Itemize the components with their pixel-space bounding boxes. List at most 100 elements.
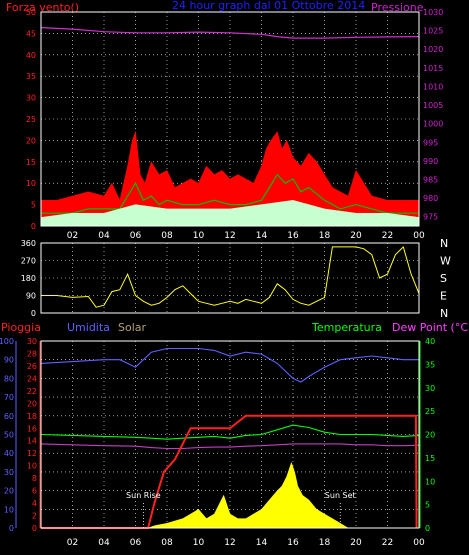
sun-annotation: Sun Set: [325, 491, 356, 500]
wind-axis-title: Forza vento(): [6, 1, 79, 14]
pressure-y-tick: 985: [423, 175, 438, 184]
wind-x-tick: 02: [67, 231, 78, 241]
pressure-y-tick: 1025: [423, 27, 443, 36]
wind-y-tick: 40: [26, 51, 36, 60]
wind-x-tick: 22: [382, 231, 393, 241]
met-x-tick: 06: [130, 538, 142, 548]
humidity-y-tick: 90: [4, 356, 14, 365]
pressure-axis-title: Pressione: [371, 1, 424, 14]
wind-x-tick: 12: [224, 231, 235, 241]
wind-x-tick: 18: [319, 231, 331, 241]
wind-x-tick: 10: [193, 231, 205, 241]
rain-y-tick: 8: [32, 474, 37, 483]
series-umidita-line: [40, 347, 419, 383]
humidity-y-tick: 20: [4, 487, 14, 496]
rain-y-tick: 12: [27, 449, 37, 458]
met-x-tick: 02: [67, 538, 78, 548]
wind-pressure-panel: 0510152025303540455097598098599099510001…: [26, 8, 444, 241]
temp-y-tick: 20: [425, 431, 435, 440]
wind-x-tick: 04: [98, 231, 110, 241]
compass-label: N: [440, 237, 448, 250]
series-temperatura-line: [40, 424, 420, 440]
wind-y-tick: 35: [26, 72, 36, 81]
temp-y-tick: 5: [425, 501, 430, 510]
dewpoint-label: Dew Point (°C): [392, 321, 469, 334]
rain-y-tick: 20: [27, 399, 37, 408]
rain-y-tick: 22: [27, 387, 37, 396]
rain-y-tick: 10: [27, 462, 37, 471]
humidity-axis-title: Umidita: [67, 321, 110, 334]
wind-x-tick: 06: [130, 231, 142, 241]
chart-title: 24 hour graph dal 01 Ottobre 2014: [172, 0, 365, 12]
temp-y-tick: 0: [425, 524, 430, 533]
pressure-y-tick: 990: [423, 157, 438, 166]
pressure-y-tick: 1000: [423, 120, 443, 129]
humidity-y-tick: 80: [4, 374, 14, 383]
dir-y-tick: 180: [21, 274, 36, 283]
met-x-tick: 22: [382, 538, 393, 548]
rain-y-tick: 2: [32, 512, 37, 521]
humidity-y-tick: 70: [4, 393, 14, 402]
humidity-y-tick: 0: [9, 524, 14, 533]
wind-y-tick: 50: [26, 8, 36, 17]
temp-y-tick: 25: [425, 407, 435, 416]
met-x-tick: 12: [224, 538, 235, 548]
rain-y-tick: 26: [27, 362, 37, 371]
humidity-y-tick: 50: [4, 431, 14, 440]
wind-y-tick: 15: [26, 158, 36, 167]
met-x-tick: 18: [319, 538, 331, 548]
wind-x-tick: 08: [161, 231, 173, 241]
met-x-tick: 16: [287, 538, 299, 548]
wind-y-tick: 10: [26, 179, 36, 188]
wind-y-tick: 30: [26, 94, 36, 103]
met-x-tick: 08: [161, 538, 173, 548]
rain-y-tick: 14: [27, 437, 37, 446]
humidity-y-tick: 30: [4, 468, 14, 477]
rain-y-tick: 24: [27, 374, 37, 383]
rain-y-tick: 18: [27, 412, 37, 421]
temp-y-tick: 35: [425, 360, 435, 369]
dir-frame: [40, 242, 420, 314]
pressure-y-tick: 1030: [423, 8, 443, 17]
solar-label: Solar: [118, 321, 147, 334]
compass-label: S: [440, 272, 447, 285]
temp-y-tick: 40: [425, 337, 435, 346]
dir-y-tick: 270: [21, 257, 36, 266]
pressure-y-tick: 1005: [423, 101, 443, 110]
humidity-y-tick: 60: [4, 412, 14, 421]
wind-y-tick: 25: [26, 115, 36, 124]
wind-y-tick: 45: [26, 29, 36, 38]
pressure-y-tick: 980: [423, 194, 438, 203]
rain-y-tick: 4: [32, 499, 37, 508]
series-pioggia-line: [41, 414, 418, 529]
series-gust-area: [40, 131, 420, 227]
pressure-y-tick: 995: [423, 138, 438, 147]
met-frame: [40, 340, 420, 529]
temp-y-tick: 15: [425, 454, 435, 463]
humidity-y-tick: 10: [4, 505, 14, 514]
pressure-y-tick: 1010: [423, 82, 443, 91]
met-x-tick: 04: [98, 538, 110, 548]
wind-x-tick: 00: [413, 231, 425, 241]
temperature-label: Temperatura: [311, 321, 382, 334]
dir-y-tick: 90: [26, 292, 36, 301]
humidity-y-tick: 100: [0, 337, 14, 346]
met-x-tick: 10: [193, 538, 205, 548]
series-pressione-line: [40, 27, 420, 39]
met-x-tick: 00: [413, 538, 425, 548]
pressure-y-tick: 1020: [423, 45, 443, 54]
wind-y-tick: 0: [31, 222, 36, 231]
series-speed-area: [40, 200, 420, 227]
met-x-tick: 20: [350, 538, 362, 548]
sun-annotation: Sun Rise: [126, 491, 161, 500]
wind-frame: [40, 11, 420, 227]
rain-axis-title: Pioggia: [1, 321, 41, 334]
pressure-y-tick: 975: [423, 213, 438, 222]
rain-y-tick: 16: [27, 424, 37, 433]
series-dew-point-c-line: [40, 443, 420, 450]
wind-x-tick: 16: [287, 231, 299, 241]
rain-y-tick: 30: [27, 337, 37, 346]
series-direction-line: [41, 245, 420, 308]
